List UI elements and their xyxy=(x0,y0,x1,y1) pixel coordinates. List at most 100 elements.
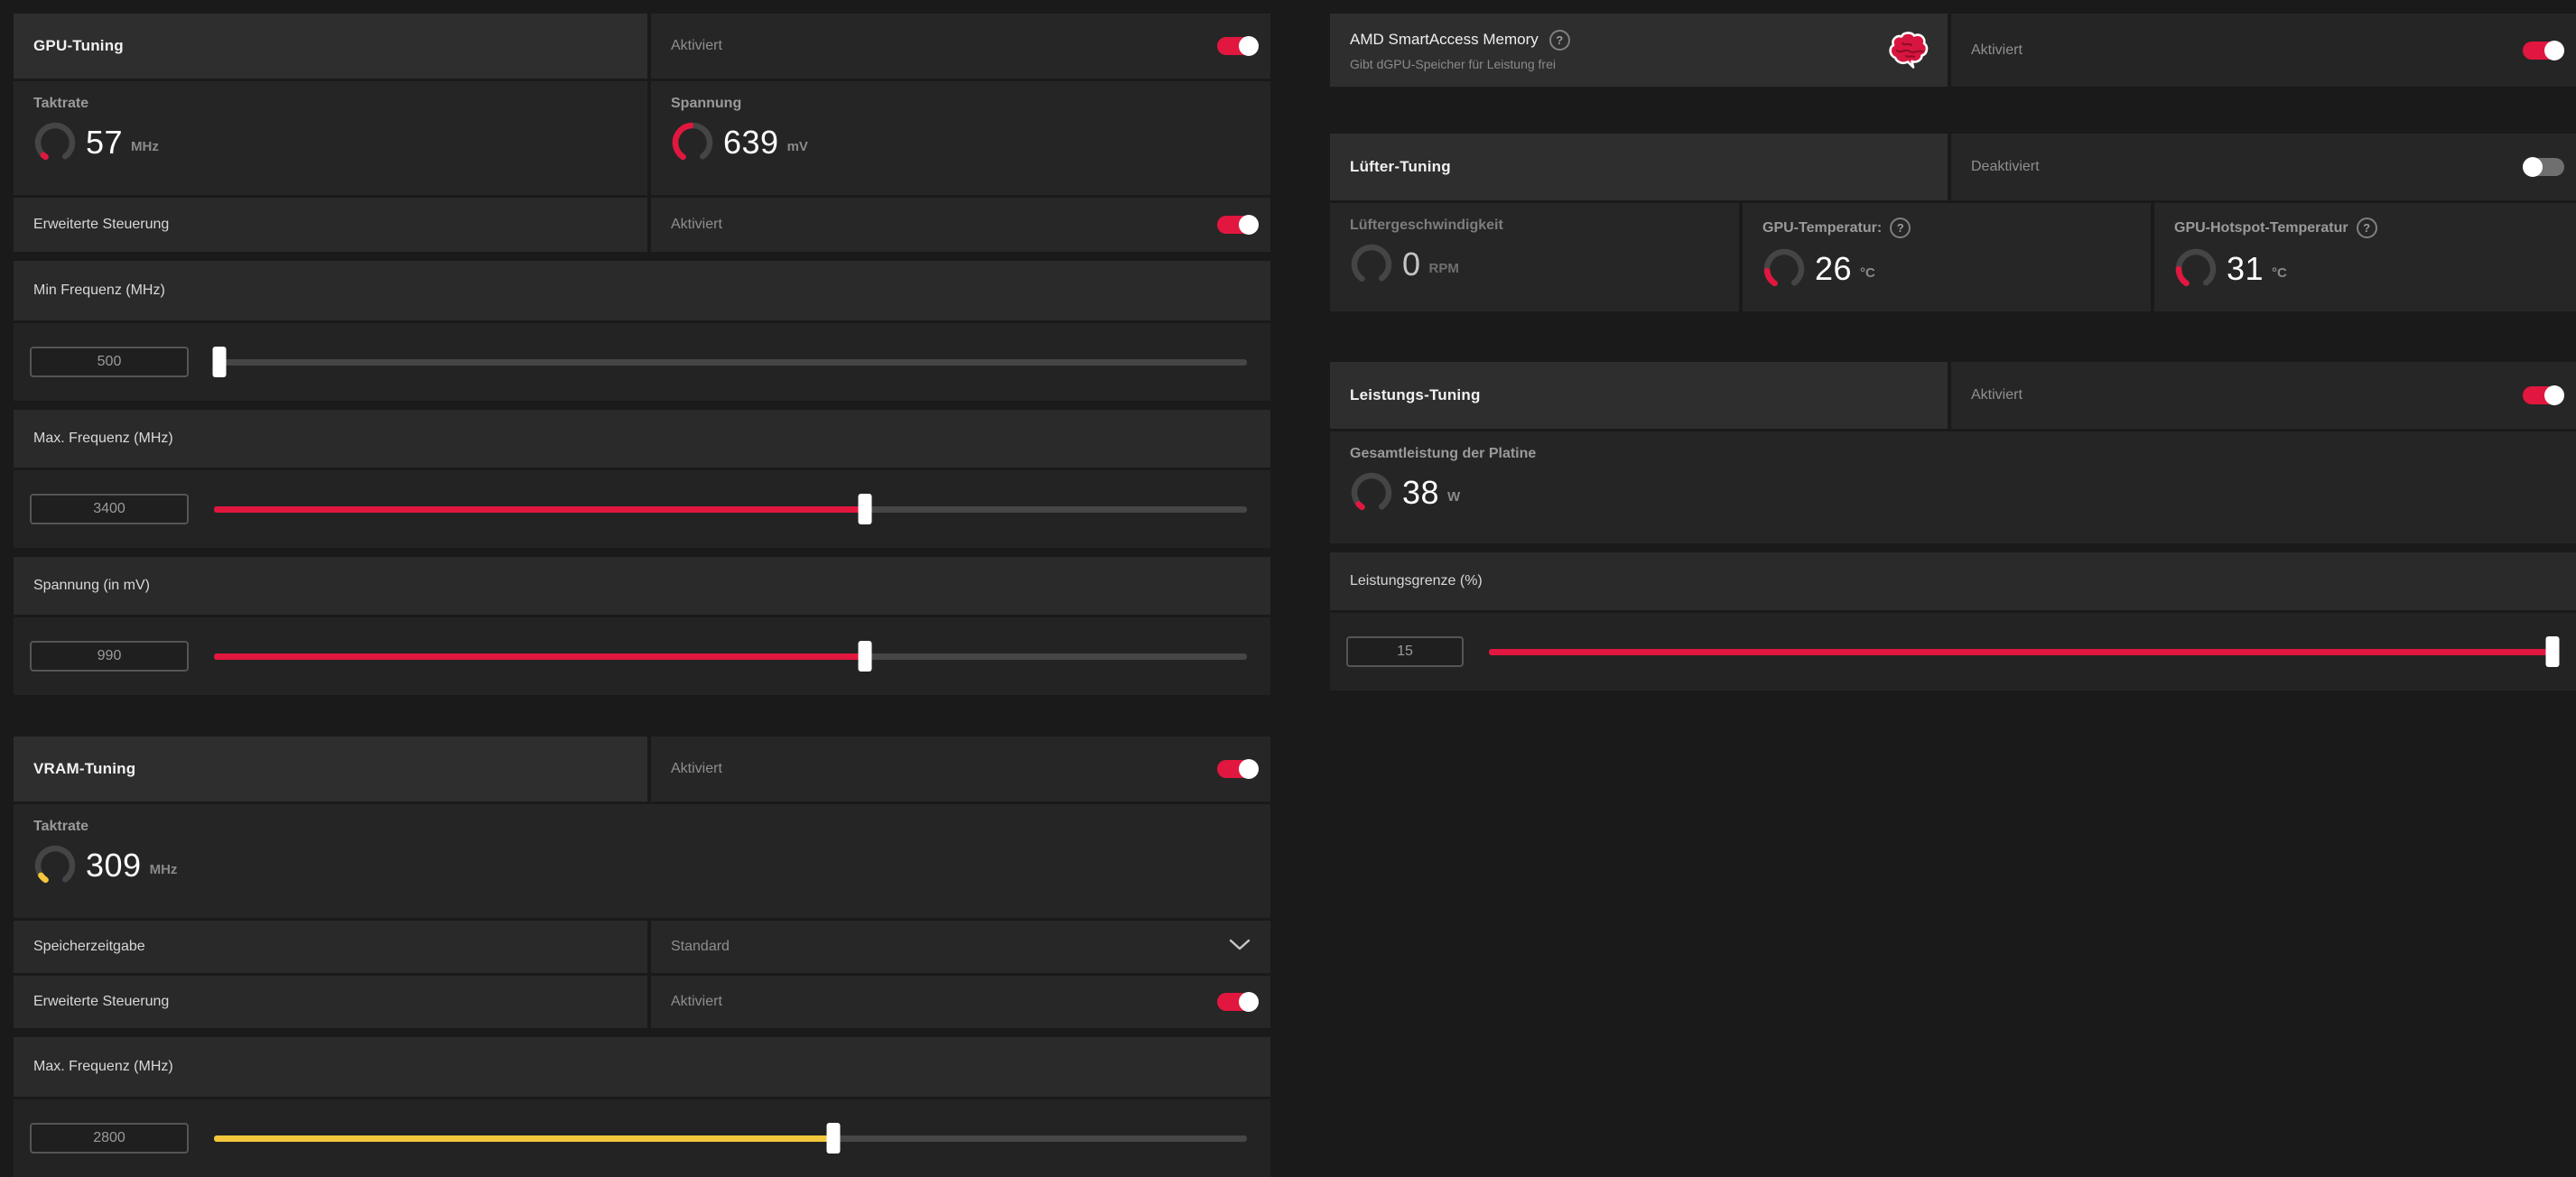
power-tuning-status: Aktiviert xyxy=(1971,387,2023,403)
gpu-clock-cell: Taktrate 57 MHz xyxy=(14,81,647,195)
gpu-min-freq-label-cell: Min Frequenz (MHz) xyxy=(14,261,1270,320)
gpu-clock-gauge: 57 MHz xyxy=(33,121,647,164)
smart-access-subtitle: Gibt dGPU-Speicher für Leistung frei xyxy=(1350,56,1556,71)
gpu-advanced-toggle[interactable] xyxy=(1217,215,1259,235)
smart-access-memory-card: AMD SmartAccess Memory ? Gibt dGPU-Speic… xyxy=(1330,14,2576,87)
gpu-advanced-status: Aktiviert xyxy=(671,217,722,232)
toggle-knob xyxy=(1239,36,1259,56)
vram-tuning-toggle[interactable] xyxy=(1217,759,1259,779)
fan-tuning-status: Deaktiviert xyxy=(1971,159,2040,174)
help-icon[interactable]: ? xyxy=(1890,218,1911,238)
vram-max-freq-label: Max. Frequenz (MHz) xyxy=(33,1059,173,1074)
gpu-voltage-slider-label: Spannung (in mV) xyxy=(33,578,150,593)
fan-speed-cell: Lüftergeschwindigkeit 0 RPM xyxy=(1330,203,1739,311)
board-power-label: Gesamtleistung der Platine xyxy=(1350,446,1537,461)
gpu-max-freq-slider-row xyxy=(14,470,1270,548)
slider-handle[interactable] xyxy=(858,641,872,672)
gpu-min-freq-input[interactable] xyxy=(30,347,189,377)
slider-fill xyxy=(214,653,865,660)
vram-advanced-status: Aktiviert xyxy=(671,994,722,1009)
smart-access-status: Aktiviert xyxy=(1971,42,2023,58)
gpu-advanced-status-cell: Aktiviert xyxy=(651,198,1270,252)
toggle-knob xyxy=(2544,385,2564,405)
fan-tuning-toggle[interactable] xyxy=(2523,157,2564,177)
slider-handle[interactable] xyxy=(212,347,227,377)
left-column: GPU-Tuning Aktiviert Taktrate 57 MHz Spa… xyxy=(14,14,1270,1177)
gpu-min-freq-slider-row xyxy=(14,323,1270,401)
smart-access-title: AMD SmartAccess Memory xyxy=(1350,31,1539,48)
vram-clock-cell: Taktrate 309 MHz xyxy=(14,804,1270,918)
power-tuning-title-cell: Leistungs-Tuning xyxy=(1330,362,1948,429)
gauge-ring-icon xyxy=(2174,247,2218,291)
vram-tuning-title-cell: VRAM-Tuning xyxy=(14,737,647,802)
power-tuning-status-cell: Aktiviert xyxy=(1951,362,2576,429)
vram-max-freq-slider-row xyxy=(14,1099,1270,1177)
gpu-max-freq-label-cell: Max. Frequenz (MHz) xyxy=(14,410,1270,468)
slider-fill xyxy=(214,506,865,513)
gpu-max-freq-input[interactable] xyxy=(30,494,189,524)
fan-tuning-title-cell: Lüfter-Tuning xyxy=(1330,134,1948,200)
gpu-clock-label: Taktrate xyxy=(33,96,89,111)
gpu-voltage-input[interactable] xyxy=(30,641,189,672)
slider-track[interactable] xyxy=(214,359,1247,366)
gpu-hotspot-temp-gauge: 31 °C xyxy=(2174,247,2576,291)
gpu-tuning-toggle[interactable] xyxy=(1217,36,1259,56)
power-tuning-title: Leistungs-Tuning xyxy=(1350,386,1481,403)
fan-speed-value: 0 xyxy=(1402,246,1421,283)
gauge-ring-icon xyxy=(1350,471,1393,514)
gpu-hotspot-temp-value: 31 xyxy=(2227,250,2264,287)
power-tuning-header: Leistungs-Tuning Aktiviert xyxy=(1330,362,2576,429)
gpu-voltage-slider[interactable] xyxy=(214,641,1247,672)
toggle-knob xyxy=(2523,157,2543,177)
toggle-knob xyxy=(1239,992,1259,1012)
gpu-advanced-row: Erweiterte Steuerung Aktiviert xyxy=(14,198,1270,252)
gpu-voltage-slider-label-cell: Spannung (in mV) xyxy=(14,557,1270,615)
gpu-min-freq-label-row: Min Frequenz (MHz) xyxy=(14,261,1270,320)
toggle-knob xyxy=(1239,759,1259,779)
gpu-voltage-slider-cell xyxy=(14,617,1270,695)
vram-advanced-toggle[interactable] xyxy=(1217,992,1259,1012)
gpu-gauges-row: Taktrate 57 MHz Spannung 639 mV xyxy=(14,81,1270,195)
slider-handle[interactable] xyxy=(826,1123,841,1154)
power-limit-input[interactable] xyxy=(1346,636,1464,667)
gpu-voltage-gauge: 639 mV xyxy=(671,121,1270,164)
smart-access-toggle[interactable] xyxy=(2523,40,2564,60)
smart-access-info-cell: AMD SmartAccess Memory ? Gibt dGPU-Speic… xyxy=(1330,14,1948,87)
help-icon[interactable]: ? xyxy=(2356,218,2377,238)
gpu-min-freq-slider[interactable] xyxy=(212,347,1247,377)
vram-advanced-status-cell: Aktiviert xyxy=(651,976,1270,1028)
chevron-down-icon[interactable] xyxy=(1229,939,1251,955)
fan-speed-unit: RPM xyxy=(1428,260,1459,276)
board-power-value: 38 xyxy=(1402,474,1440,511)
power-limit-slider-row xyxy=(1330,613,2576,690)
power-limit-slider-cell xyxy=(1330,613,2576,690)
brain-icon xyxy=(1886,31,1930,70)
gauge-ring-icon xyxy=(33,844,77,887)
gpu-clock-unit: MHz xyxy=(131,138,159,154)
gpu-min-freq-label: Min Frequenz (MHz) xyxy=(33,283,165,298)
gpu-advanced-label: Erweiterte Steuerung xyxy=(33,217,170,232)
slider-handle[interactable] xyxy=(2545,636,2560,667)
gpu-tuning-status: Aktiviert xyxy=(671,38,722,53)
help-icon[interactable]: ? xyxy=(1548,29,1570,51)
power-limit-label: Leistungsgrenze (%) xyxy=(1350,573,1483,588)
vram-clock-unit: MHz xyxy=(149,861,178,877)
vram-max-freq-input[interactable] xyxy=(30,1123,189,1154)
power-tuning-toggle[interactable] xyxy=(2523,385,2564,405)
memory-timing-dropdown[interactable]: Standard xyxy=(651,921,1270,973)
gpu-hotspot-temp-unit: °C xyxy=(2272,264,2287,281)
gpu-hotspot-temp-label: GPU-Hotspot-Temperatur xyxy=(2174,219,2348,236)
smart-access-status-cell: Aktiviert xyxy=(1951,14,2576,87)
gpu-voltage-unit: mV xyxy=(786,138,808,154)
gpu-tuning-title-cell: GPU-Tuning xyxy=(14,14,647,79)
slider-handle[interactable] xyxy=(858,494,872,524)
power-limit-slider[interactable] xyxy=(1489,636,2560,667)
board-power-cell: Gesamtleistung der Platine 38 W xyxy=(1330,431,2576,543)
power-limit-label-cell: Leistungsgrenze (%) xyxy=(1330,552,2576,610)
slider-fill xyxy=(214,1135,834,1142)
vram-advanced-label-cell: Erweiterte Steuerung xyxy=(14,976,647,1028)
gpu-max-freq-slider[interactable] xyxy=(214,494,1247,524)
vram-max-freq-slider[interactable] xyxy=(214,1123,1247,1154)
gpu-voltage-value: 639 xyxy=(723,124,779,161)
memory-timing-value: Standard xyxy=(671,939,730,954)
